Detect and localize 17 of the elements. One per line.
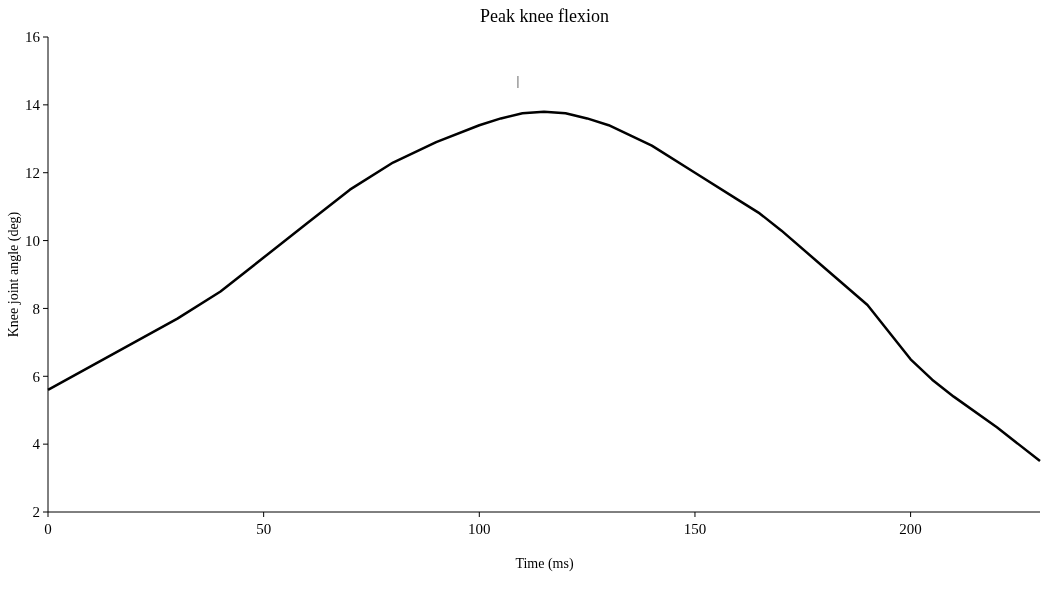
x-tick-label: 0 bbox=[44, 521, 52, 537]
y-axis-title: Knee joint angle (deg) bbox=[6, 211, 22, 338]
chart-title: Peak knee flexion bbox=[480, 6, 609, 26]
x-tick-label: 200 bbox=[899, 521, 922, 537]
y-tick-label: 2 bbox=[32, 504, 40, 521]
y-tick-label: 12 bbox=[25, 164, 40, 181]
y-tick-label: 6 bbox=[32, 368, 41, 385]
x-tick-label: 100 bbox=[468, 521, 491, 537]
x-tick-label: 150 bbox=[683, 521, 707, 537]
y-tick-label: 16 bbox=[25, 29, 41, 46]
y-tick-label: 14 bbox=[25, 97, 41, 114]
x-tick-label: 50 bbox=[256, 521, 272, 537]
y-tick-label: 4 bbox=[32, 436, 41, 453]
y-tick-label: 10 bbox=[25, 232, 40, 249]
annotation: | bbox=[516, 74, 520, 89]
y-tick-label: 8 bbox=[32, 300, 40, 317]
x-axis-title: Time (ms) bbox=[515, 556, 574, 572]
